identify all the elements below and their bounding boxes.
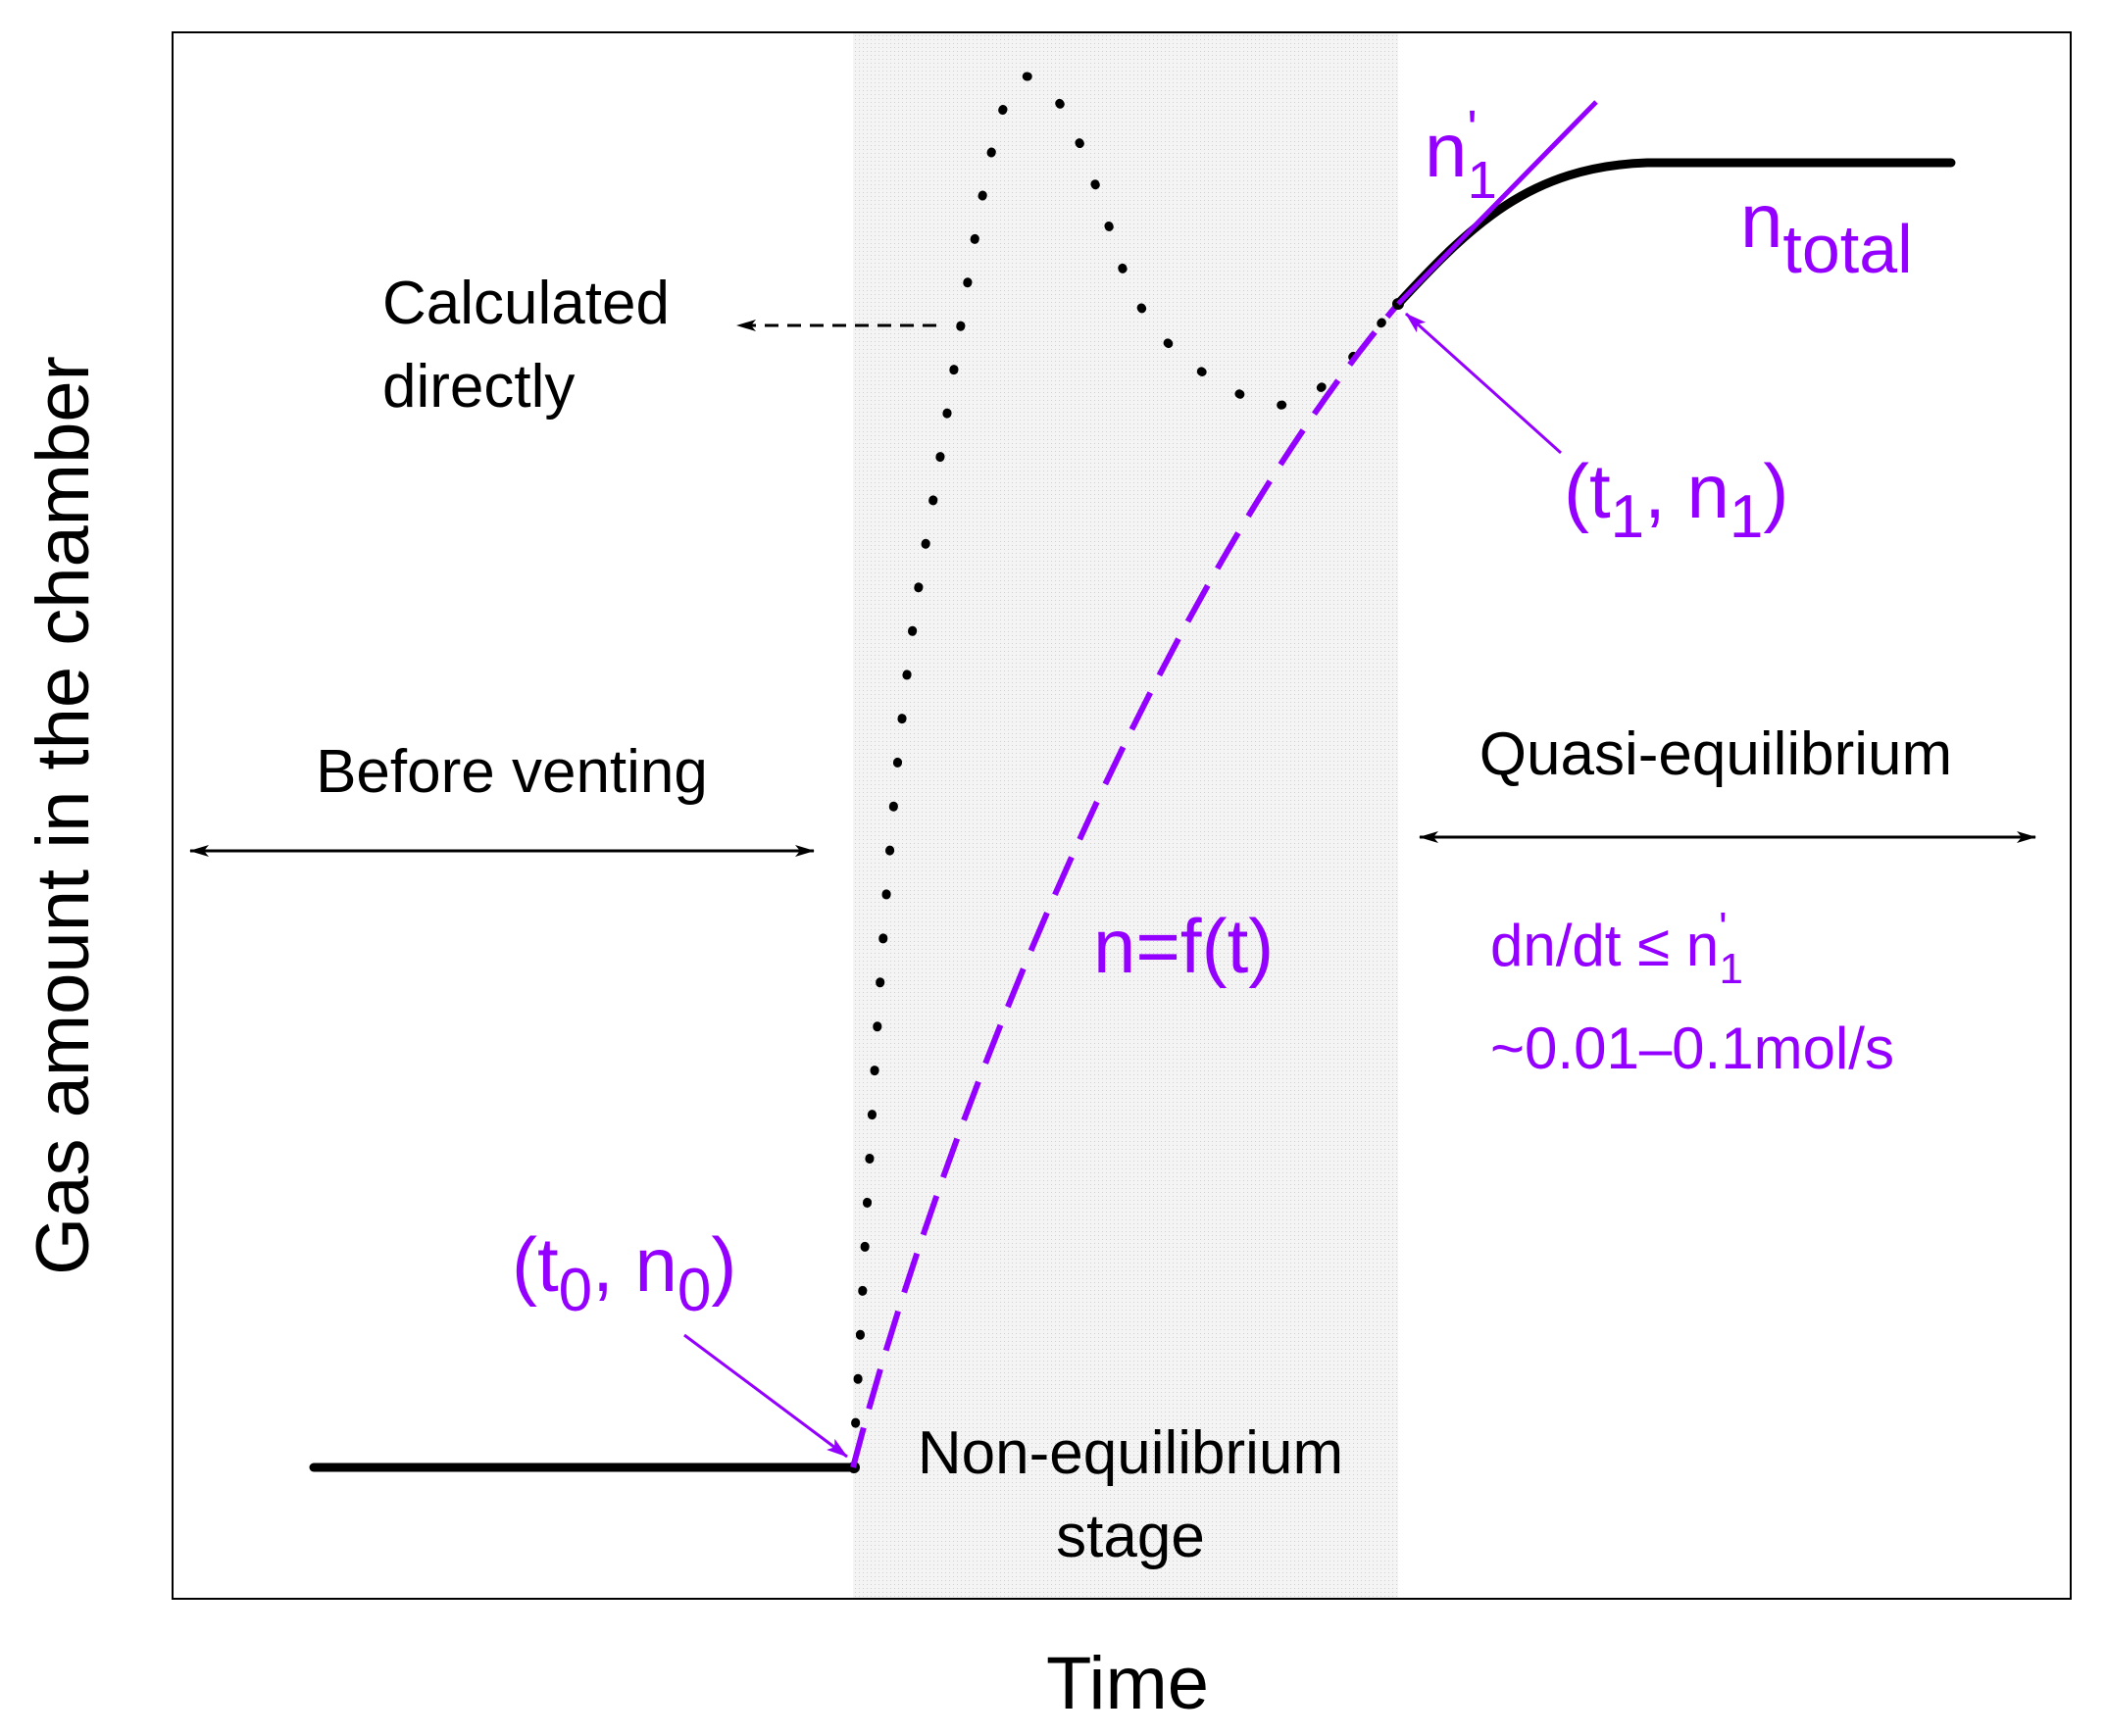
quasi-equilibrium-label: Quasi-equilibrium: [1479, 720, 1952, 788]
y-axis-label: Gas amount in the chamber: [22, 356, 105, 1275]
calculated-label-line2: directly: [382, 353, 575, 421]
nonequilibrium-label-line2: stage: [1056, 1503, 1205, 1570]
end-point-arrow: [1404, 312, 1563, 455]
slope-label: n' 1: [1425, 100, 1497, 210]
x-axis-label: Time: [1046, 1642, 1209, 1725]
ntotal-label: ntotal: [1740, 177, 1913, 287]
nonequilibrium-label-line1: Non-equilibrium: [918, 1419, 1343, 1487]
rate-condition-label: dn/dt ≤ n' 1: [1490, 904, 1743, 993]
rate-range-label: ~0.01–0.1mol/s: [1490, 1016, 1894, 1081]
start-point-arrow: [683, 1333, 848, 1459]
before-venting-label: Before venting: [316, 738, 708, 806]
fit-function-label: n=f(t): [1093, 903, 1274, 989]
calculated-label-line1: Calculated: [382, 270, 670, 337]
end-point-label: (t1, n1): [1564, 448, 1788, 551]
fit-curve: [850, 302, 1401, 1468]
plot-frame: [172, 31, 2072, 1600]
tangent-line: [1396, 100, 1598, 306]
start-point-label: (t0, n0): [512, 1221, 736, 1324]
nonequilibrium-region: [853, 32, 1398, 1599]
